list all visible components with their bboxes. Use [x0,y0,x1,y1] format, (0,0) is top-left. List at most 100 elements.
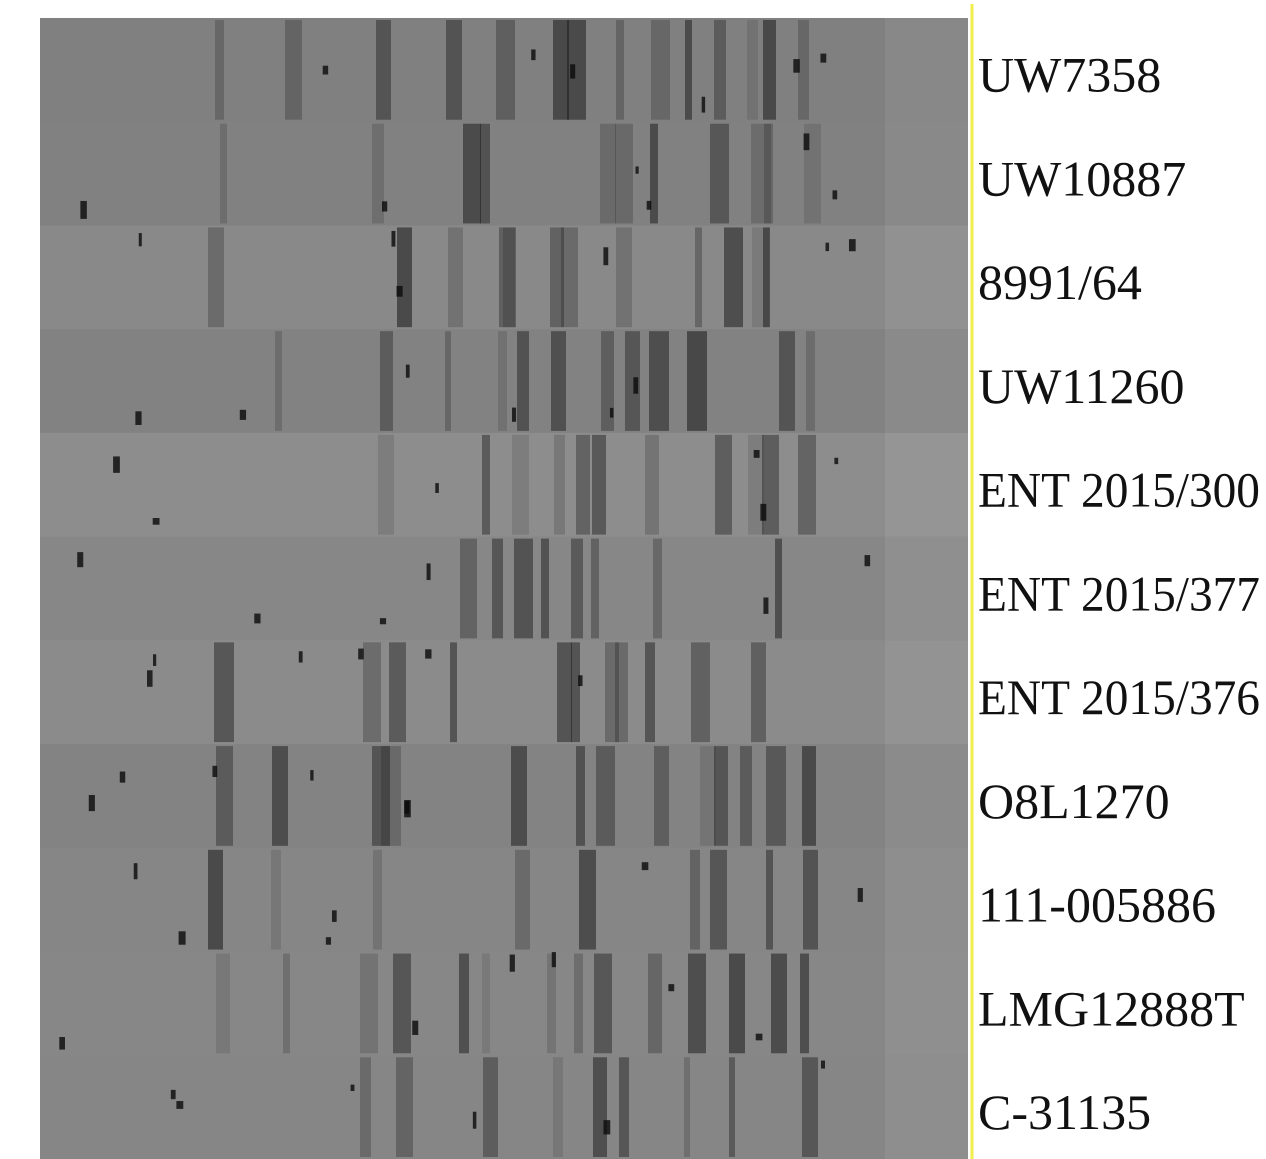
speck [139,233,142,246]
band [645,642,655,742]
band [496,20,515,120]
speck [171,1090,176,1099]
band [515,850,530,950]
band [514,539,533,639]
band [729,1057,735,1157]
page: {"lanes": [ {"label": "UW7358"}, {"label… [0,0,1266,1159]
band [571,642,580,742]
band [763,20,776,120]
lane-label: LMG12888T [978,980,1245,1036]
band [396,1057,413,1157]
band [557,642,572,742]
lane-end [885,18,968,123]
lane [40,952,968,1057]
band [216,954,230,1054]
band [571,539,583,639]
speck [120,772,125,783]
speck [176,1101,183,1109]
band [766,746,786,846]
speck [826,243,830,251]
band [517,331,529,431]
lane-label: ENT 2015/377 [978,565,1260,621]
speck [358,649,364,660]
speck [760,504,766,521]
band [593,1057,607,1157]
speck [59,1037,65,1050]
speck [240,410,246,420]
speck [578,675,582,686]
band [271,850,281,950]
band [714,20,726,120]
band [747,20,758,120]
speck [153,518,160,525]
band [498,331,507,431]
band [751,642,766,742]
lane-end [885,640,968,745]
band [592,435,606,535]
band [285,20,302,120]
band [460,539,477,639]
speck [636,166,639,173]
speck [351,1085,355,1091]
speck [603,1120,610,1134]
lane-label: C-31135 [978,1084,1151,1140]
lane [40,537,968,642]
band [463,124,481,224]
band [600,124,616,224]
speck [435,483,439,493]
speck [391,231,395,247]
band [381,746,401,846]
band [615,124,633,224]
speck [858,888,863,902]
speck [763,597,768,613]
lane-label: O8L1270 [978,773,1170,829]
lane [40,640,968,745]
band [710,850,727,950]
speck [820,54,826,63]
band [215,20,224,120]
band [651,20,670,120]
band [214,642,234,742]
band [771,954,787,1054]
speck [754,450,760,458]
speck [89,795,95,811]
lane [40,744,968,849]
speck [299,651,303,662]
band [579,850,596,950]
lane-end [885,433,968,538]
speck [134,863,138,879]
speck [135,411,141,425]
speck [610,408,613,418]
band [448,227,463,327]
band [547,954,556,1054]
band [710,124,729,224]
band [684,1057,690,1157]
lane-label: 111-005886 [978,877,1216,933]
band [360,1057,371,1157]
speck [756,1034,763,1041]
speck [865,555,871,566]
band [482,435,490,535]
band [459,954,469,1054]
speck [473,1112,477,1129]
band [800,954,809,1054]
band [715,435,732,535]
speck [510,955,515,972]
band [700,746,716,846]
band [492,539,503,639]
band [376,20,391,120]
band [687,331,707,431]
band [591,539,599,639]
speck [412,1021,418,1035]
speck [80,201,86,219]
band [802,1057,818,1157]
band [482,954,490,1054]
band [724,227,743,327]
band [806,331,815,431]
band [446,20,462,120]
band [553,20,569,120]
lane-end [885,329,968,434]
speck [332,910,337,922]
band [483,1057,498,1157]
speck [512,408,516,422]
